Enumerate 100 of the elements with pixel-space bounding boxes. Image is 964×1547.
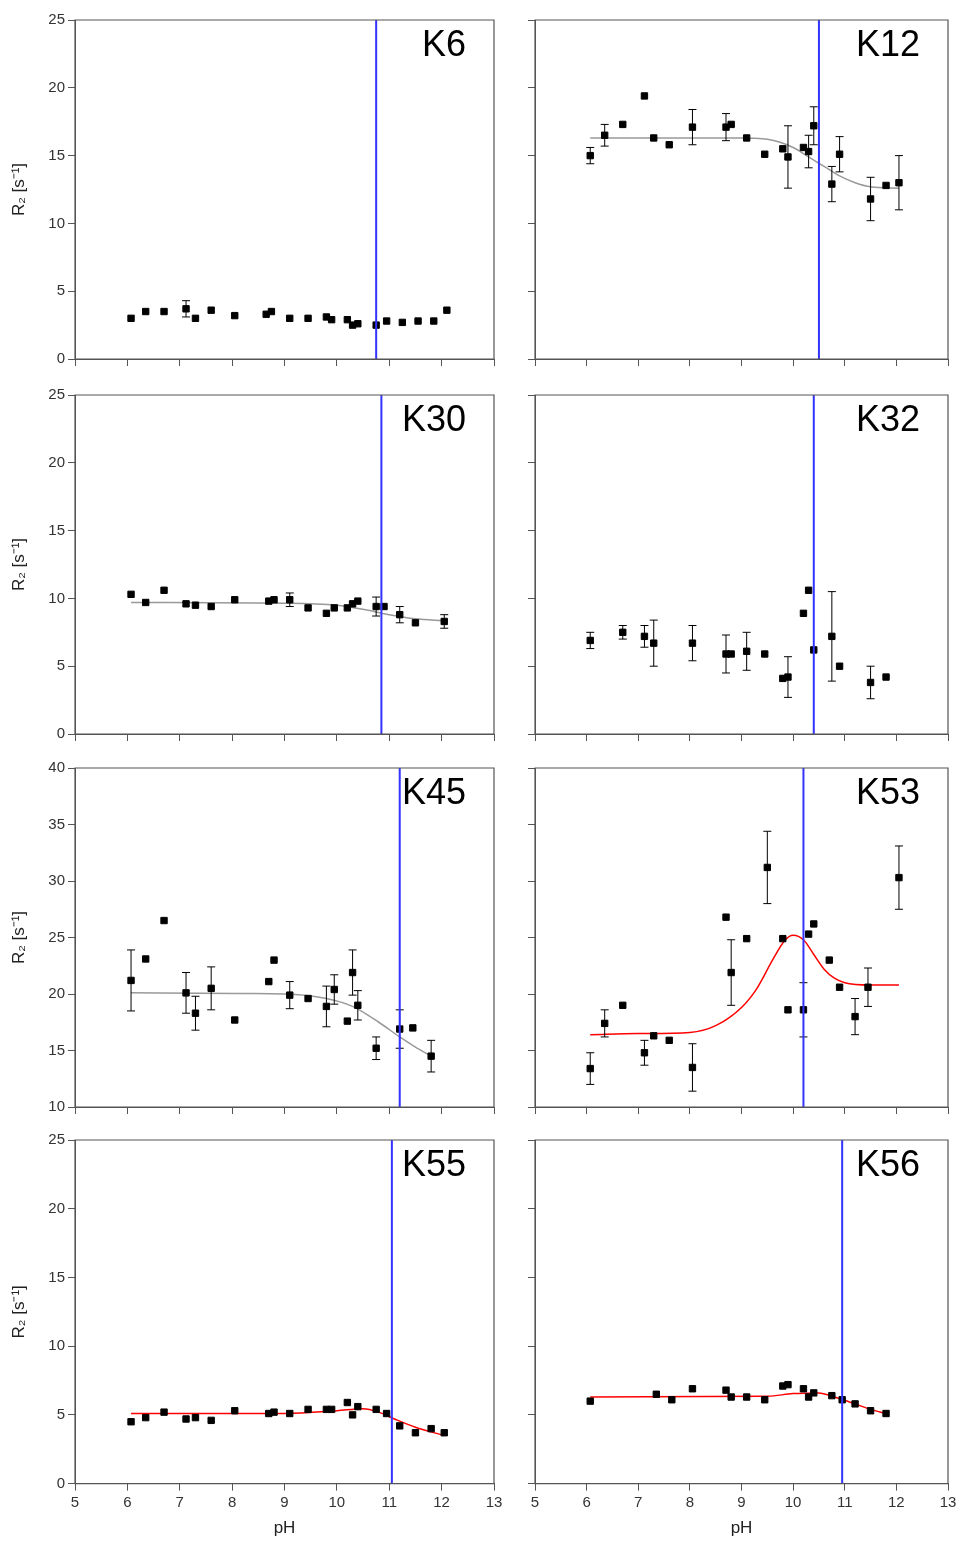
point [354,1402,362,1411]
point [761,150,769,158]
point [866,1407,875,1415]
y-tick-label: 0 [56,1473,65,1491]
point [799,609,808,617]
point [411,619,420,627]
point [761,1396,769,1404]
y-tick-label: 5 [56,281,65,299]
point [882,673,890,681]
point [619,628,627,636]
point [665,1036,673,1045]
x-tick-label: 8 [685,1492,695,1510]
point [127,314,135,322]
y-tick-label: 5 [56,656,65,674]
point [304,994,312,1003]
point [348,1411,357,1419]
x-tick-label: 13 [485,1492,503,1510]
point [586,636,594,645]
point [372,602,380,611]
point [742,647,751,655]
y-tick-label: 15 [48,145,65,163]
point [761,650,769,658]
x-tick-label: 11 [836,1492,853,1510]
point [825,956,833,964]
point [895,179,903,187]
point [304,604,312,612]
point [688,123,697,131]
x-tick-label: 12 [433,1492,450,1510]
point [779,934,787,943]
point [784,1006,792,1014]
point [668,1396,676,1404]
y-axis-title: R₂ [s⁻¹] [8,910,28,965]
y-tick-label: 25 [48,385,65,403]
point [688,1385,697,1393]
point [372,1405,380,1414]
point [270,1408,278,1416]
point [763,863,771,872]
x-tick-label: 10 [328,1492,346,1510]
point [354,1001,362,1009]
y-tick-label: 40 [48,758,65,776]
point [828,632,836,641]
point [182,989,190,997]
y-tick-label: 20 [48,1198,65,1216]
point [270,956,278,964]
point [810,1389,818,1397]
point [231,596,239,604]
point [835,983,844,991]
point [354,320,362,328]
point [799,1385,808,1393]
y-tick-label: 20 [48,984,65,1002]
point [372,1044,380,1052]
point [127,1418,135,1426]
point [810,122,818,130]
point [231,311,239,320]
y-tick-label: 25 [48,1130,65,1148]
point [640,92,649,100]
point [727,968,735,977]
y-tick-label: 15 [48,1040,65,1058]
point [727,1393,735,1401]
point [396,610,404,619]
point [742,934,751,943]
point [727,650,735,658]
point [207,1416,215,1425]
point [414,317,422,325]
point [742,1393,751,1401]
point [835,662,844,670]
point [804,930,813,938]
x-tick-label: 7 [634,1492,643,1510]
point [601,1019,609,1028]
point [398,318,407,327]
point [650,134,658,142]
y-tick-label: 30 [48,871,65,889]
chart-title: K6 [421,22,466,64]
point [191,1009,200,1017]
point [354,597,362,605]
point [727,120,735,129]
point [784,673,792,681]
point [231,1016,239,1024]
y-tick-label: 25 [48,10,65,28]
point [382,317,391,325]
point [601,131,609,139]
point [722,913,730,921]
point [267,307,276,316]
point [160,586,168,594]
point [191,1413,200,1422]
point [160,1408,168,1416]
point [142,307,150,316]
point [851,1400,859,1408]
point [286,314,294,322]
point [784,1380,792,1389]
point [231,1407,239,1415]
point [742,134,751,142]
point [286,1409,294,1418]
point [142,598,150,607]
point [127,590,135,599]
y-tick-label: 10 [48,213,65,231]
point [810,920,818,928]
point [443,306,451,314]
point [207,602,215,611]
point [882,1409,890,1418]
